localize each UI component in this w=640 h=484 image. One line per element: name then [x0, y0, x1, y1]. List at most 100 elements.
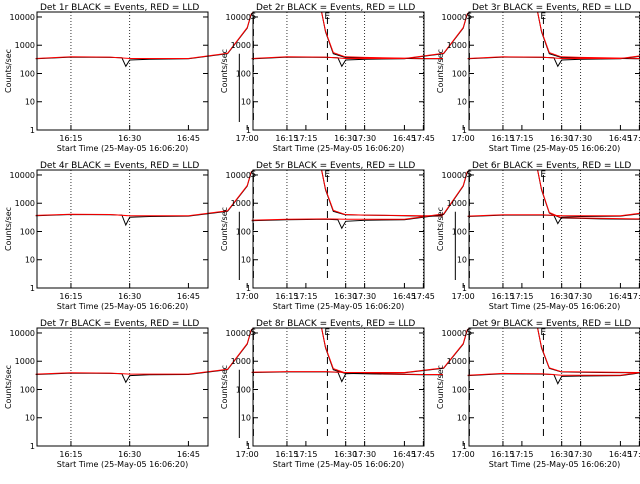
det7-title: Det 7r BLACK = Events, RED = LLD [40, 319, 199, 329]
det3-xtick-label: 16:30 [550, 134, 573, 143]
det9-axes [468, 327, 640, 447]
det8-xlabel: Start Time (25-May-05 16:06:20) [273, 460, 404, 469]
det7-xtick-label: 17:30 [353, 450, 376, 459]
det8-ytick-label: 100 [236, 385, 251, 394]
det2-axes [252, 11, 425, 131]
det6-ylabel: Counts/sec [436, 207, 445, 251]
det5-ytick-label: 10000 [226, 171, 251, 180]
det9-ytick-label: 100 [452, 385, 467, 394]
det1-xtick-label: 17:30 [353, 134, 376, 143]
det1-ytick-label: 10 [25, 98, 35, 107]
det4-xtick-label: 17:30 [353, 292, 376, 301]
det2-ylabel: Counts/sec [220, 49, 229, 93]
det9-xtick-label: 16:45 [609, 450, 632, 459]
det4-ytick-label: 1000 [15, 199, 35, 208]
det4-series-lld [35, 169, 443, 217]
det6-xtick-label: 16:45 [609, 292, 632, 301]
det8-xtick-label: 16:30 [334, 450, 357, 459]
det9-series-lld [467, 371, 640, 376]
det5-marker-e: E [540, 170, 546, 180]
det2-xlabel: Start Time (25-May-05 16:06:20) [273, 144, 404, 153]
det2-xtick-label: 17:15 [510, 134, 533, 143]
det1-xtick-label: 16:30 [118, 134, 141, 143]
det3-axes [468, 11, 640, 131]
det5-ylabel: Counts/sec [220, 207, 229, 251]
det7-xtick-label: 17:00 [236, 450, 259, 459]
det3-xtick-label: 16:15 [491, 134, 514, 143]
det6-ytick-label: 1 [462, 284, 467, 293]
det1-axes [36, 11, 209, 131]
det2-xtick-label: 17:00 [452, 134, 475, 143]
det3-ylabel: Counts/sec [436, 49, 445, 93]
det1-xlabel: Start Time (25-May-05 16:06:20) [57, 144, 188, 153]
det7-xtick-label: 16:30 [118, 450, 141, 459]
det5-title: Det 5r BLACK = Events, RED = LLD [256, 161, 415, 171]
det4-ytick-label: 100 [20, 227, 35, 236]
det9-series-events [467, 372, 640, 385]
det2-xtick-label: 16:30 [334, 134, 357, 143]
det2-xtick-label: 17:30 [569, 134, 592, 143]
det2-series-lld [251, 11, 640, 59]
det5-xlabel: Start Time (25-May-05 16:06:20) [273, 302, 404, 311]
det4-marker-e: E [324, 170, 330, 180]
det8-xtick-label: 17:00 [452, 450, 475, 459]
det2-ytick-label: 10 [241, 98, 251, 107]
det9-title: Det 9r BLACK = Events, RED = LLD [472, 319, 631, 329]
det8-xtick-label: 17:15 [510, 450, 533, 459]
det2-xtick-label: 16:45 [393, 134, 416, 143]
det1-series-lld [35, 11, 443, 59]
det2-xtick-label: 17:45 [628, 134, 640, 143]
det8-ylabel: Counts/sec [220, 365, 229, 409]
det1-ytick-label: 1000 [15, 41, 35, 50]
det1-marker-e: E [324, 12, 330, 22]
det8-ytick-label: 1000 [231, 357, 251, 366]
det4-ytick-label: 10 [25, 256, 35, 265]
det1-ytick-label: 1 [30, 126, 35, 135]
det8-xtick-label: 16:45 [393, 450, 416, 459]
det5-ytick-label: 1 [246, 284, 251, 293]
det1-xtick-label: 17:15 [294, 134, 317, 143]
det7-ytick-label: 1000 [15, 357, 35, 366]
det9-ytick-label: 10 [457, 414, 467, 423]
det1-xtick-label: 16:45 [177, 134, 200, 143]
det7-xtick-label: 17:15 [294, 450, 317, 459]
det3-title: Det 3r BLACK = Events, RED = LLD [472, 3, 631, 13]
det9-ytick-label: 1000 [447, 357, 467, 366]
det1-ytick-label: 100 [20, 69, 35, 78]
det7-axes [36, 327, 209, 447]
det2-xtick-label: 16:15 [275, 134, 298, 143]
det4-xtick-label: 17:45 [412, 292, 435, 301]
det1-ytick-label: 10000 [10, 13, 35, 22]
det3-ytick-label: 1000 [447, 41, 467, 50]
det4-xtick-label: 16:45 [177, 292, 200, 301]
det5-xtick-label: 17:15 [510, 292, 533, 301]
det5-xtick-label: 16:45 [393, 292, 416, 301]
det5-series-lld [251, 169, 640, 221]
det7-xtick-label: 16:15 [59, 450, 82, 459]
det6-ytick-label: 10 [457, 256, 467, 265]
det6-xtick-label: 16:30 [550, 292, 573, 301]
det5-xtick-label: 17:45 [628, 292, 640, 301]
det5-xtick-label: 16:30 [334, 292, 357, 301]
det4-xtick-label: 16:30 [118, 292, 141, 301]
det8-axes [252, 327, 425, 447]
det1-title: Det 1r BLACK = Events, RED = LLD [40, 3, 199, 13]
det3-ytick-label: 10 [457, 98, 467, 107]
det8-xtick-label: 17:45 [628, 450, 640, 459]
det3-ytick-label: 1 [462, 126, 467, 135]
det8-marker-e: E [540, 328, 546, 338]
det6-title: Det 6r BLACK = Events, RED = LLD [472, 161, 631, 171]
det2-ytick-label: 1000 [231, 41, 251, 50]
det7-xtick-label: 16:45 [177, 450, 200, 459]
det3-xlabel: Start Time (25-May-05 16:06:20) [489, 144, 620, 153]
det5-ytick-label: 10 [241, 256, 251, 265]
det6-axes [468, 169, 640, 289]
det4-ytick-label: 1 [30, 284, 35, 293]
det8-xtick-label: 17:30 [569, 450, 592, 459]
det3-xtick-label: 16:45 [609, 134, 632, 143]
det7-ytick-label: 1 [30, 442, 35, 451]
det4-xtick-label: 16:15 [59, 292, 82, 301]
det4-title: Det 4r BLACK = Events, RED = LLD [40, 161, 199, 171]
